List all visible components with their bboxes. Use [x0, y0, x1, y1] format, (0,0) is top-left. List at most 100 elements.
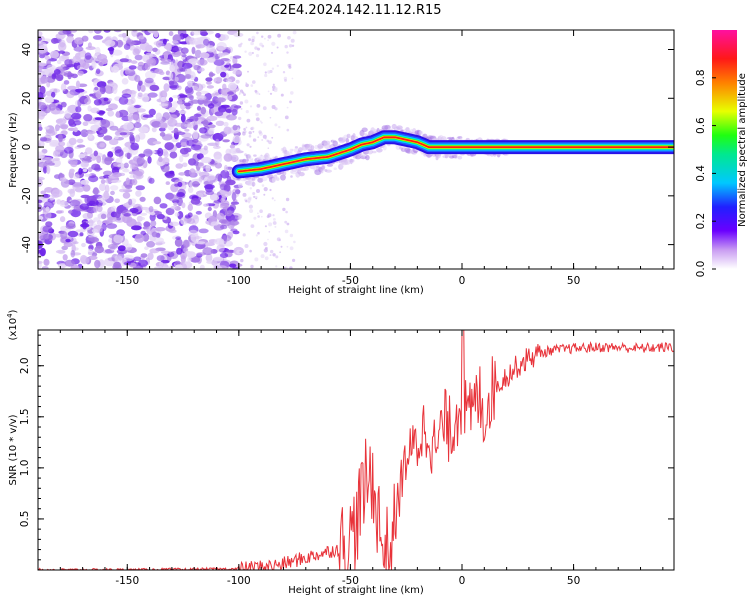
noise-blob: [134, 54, 143, 61]
chart-title: C2E4.2024.142.11.12.R15: [270, 3, 441, 18]
noise-blob: [134, 74, 141, 83]
noise-blob: [188, 186, 194, 193]
noise-blob: [100, 179, 106, 184]
noise-blob: [219, 183, 228, 191]
noise-dot: [286, 222, 290, 226]
noise-blob: [114, 149, 124, 157]
noise-blob: [217, 52, 223, 58]
noise-blob: [185, 88, 194, 96]
ridge-halo: [299, 171, 305, 177]
ridge-halo: [242, 159, 247, 163]
noise-dot: [291, 77, 294, 80]
noise-blob: [198, 171, 210, 178]
noise-blob: [146, 241, 156, 248]
noise-blob: [181, 202, 186, 209]
noise-blob: [123, 213, 131, 217]
noise-blob: [186, 251, 196, 258]
noise-blob: [41, 266, 49, 269]
noise-blob: [190, 99, 200, 104]
noise-dot: [275, 255, 279, 259]
noise-blob: [38, 161, 48, 168]
noise-dot: [255, 197, 258, 200]
noise-dot: [267, 147, 270, 149]
snr-x-tick-label: 0: [459, 575, 466, 587]
noise-dot: [248, 134, 252, 138]
snr-x-tick-label: -100: [227, 575, 251, 587]
ridge-halo: [251, 177, 256, 181]
noise-blob: [76, 65, 85, 70]
noise-dot: [257, 212, 259, 215]
noise-blob: [99, 183, 106, 192]
noise-dot: [263, 241, 268, 247]
noise-blob: [99, 119, 111, 129]
noise-dot: [239, 101, 244, 105]
ridge-halo: [248, 154, 252, 160]
snr-plot-area: [38, 330, 674, 570]
spectrogram-x-ticks: -150 -100 -50 0 50: [37, 30, 664, 287]
noise-blob: [174, 260, 181, 266]
noise-blob: [140, 212, 148, 216]
noise-blob: [135, 185, 145, 191]
noise-blob: [76, 138, 84, 144]
noise-blob: [92, 35, 104, 40]
noise-blob: [187, 203, 193, 212]
noise-dot: [268, 140, 272, 145]
noise-blob: [191, 46, 196, 55]
noise-dot: [252, 80, 256, 84]
noise-blob: [70, 30, 78, 33]
noise-dot: [290, 38, 295, 43]
noise-blob: [130, 60, 138, 64]
spectrogram-y-tick-label: 40: [21, 43, 33, 56]
noise-blob: [72, 182, 83, 192]
noise-blob: [96, 54, 108, 61]
noise-blob: [38, 215, 44, 221]
noise-blob: [85, 46, 96, 51]
noise-dot: [248, 131, 252, 135]
noise-blob: [235, 189, 241, 195]
noise-dot: [259, 42, 263, 47]
noise-blob: [181, 62, 193, 69]
noise-blob: [56, 59, 62, 65]
noise-blob: [91, 59, 96, 69]
noise-blob: [210, 194, 220, 201]
ridge-halo: [289, 148, 293, 154]
noise-blob: [172, 101, 178, 109]
noise-dot: [263, 187, 268, 192]
noise-blob: [207, 206, 212, 212]
noise-dot: [263, 62, 267, 67]
noise-blob: [199, 264, 205, 269]
noise-blob: [215, 97, 226, 103]
noise-dot: [252, 192, 256, 195]
noise-blob: [38, 126, 43, 131]
noise-dot: [290, 91, 294, 95]
noise-dot: [248, 196, 252, 200]
noise-blob: [217, 105, 227, 113]
noise-blob: [104, 156, 113, 166]
noise-blob: [39, 247, 46, 257]
noise-blob: [104, 39, 116, 47]
noise-blob: [158, 127, 166, 132]
noise-blob: [38, 41, 48, 50]
snr-x-tick-label: 50: [567, 575, 580, 587]
noise-blob: [189, 115, 199, 123]
noise-blob: [40, 238, 47, 243]
ridge-halo: [323, 143, 331, 149]
noise-dot: [275, 265, 278, 268]
noise-dot: [261, 139, 264, 141]
noise-blob: [195, 44, 206, 49]
noise-dot: [288, 65, 292, 69]
noise-blob: [229, 220, 240, 226]
noise-dot: [250, 264, 254, 269]
noise-blob: [151, 121, 162, 128]
noise-blob: [188, 158, 197, 166]
noise-blob: [100, 213, 107, 219]
noise-blob: [86, 130, 96, 135]
noise-dot: [254, 46, 258, 50]
noise-blob: [94, 259, 101, 269]
noise-blob: [220, 71, 227, 78]
ridge-halo: [361, 127, 368, 133]
noise-dot: [285, 197, 290, 202]
noise-blob: [168, 194, 178, 202]
noise-blob: [137, 92, 143, 98]
noise-blob: [175, 236, 182, 240]
